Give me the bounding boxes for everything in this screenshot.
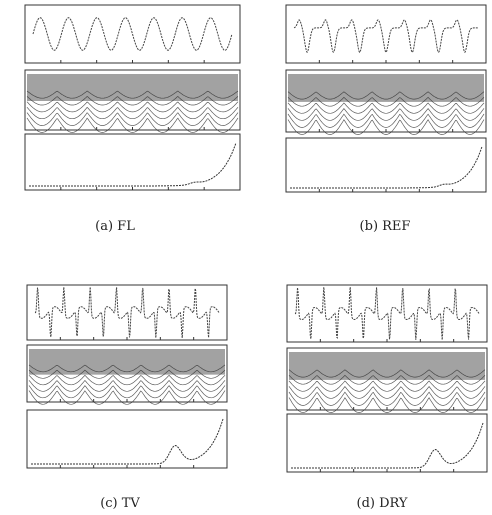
spectrum-contour bbox=[28, 390, 226, 405]
signal-trace bbox=[34, 286, 220, 339]
spectrum-contour bbox=[287, 102, 485, 114]
spectrum-band bbox=[288, 74, 484, 102]
spectrum-contour bbox=[26, 96, 239, 106]
spectrum-contour bbox=[28, 364, 226, 373]
spectrum-contour bbox=[288, 397, 486, 413]
spectrum-contour bbox=[288, 391, 486, 406]
spectrum-band bbox=[289, 352, 485, 380]
panel-frame bbox=[24, 4, 241, 64]
signal-trace bbox=[293, 19, 479, 54]
panel-frame bbox=[286, 413, 488, 473]
spectrum-contour bbox=[288, 374, 486, 385]
signal-trace bbox=[32, 17, 233, 51]
spectrum-contour bbox=[288, 386, 486, 399]
panel-frame bbox=[285, 137, 487, 193]
power-trace bbox=[291, 422, 484, 469]
spectrum-contour bbox=[26, 106, 239, 120]
power-trace bbox=[290, 146, 483, 189]
power-trace bbox=[29, 142, 237, 187]
spectrum-contour bbox=[26, 90, 239, 99]
caption: (a) FL bbox=[95, 219, 135, 234]
power-trace bbox=[31, 418, 224, 465]
panel-frame bbox=[285, 4, 487, 64]
spectrum-contour bbox=[287, 113, 485, 128]
spectrum-contour bbox=[288, 369, 486, 378]
spectrum-contour bbox=[28, 369, 226, 379]
spectrum-contour bbox=[287, 96, 485, 107]
spectrum-contour bbox=[288, 380, 486, 392]
spectrum-contour bbox=[28, 379, 226, 392]
panel-frame bbox=[24, 133, 241, 191]
spectrum-contour bbox=[26, 101, 239, 113]
spectrum-contour bbox=[287, 91, 485, 100]
panel-frame bbox=[26, 284, 228, 341]
spectrum-contour bbox=[28, 385, 226, 399]
spectrum-contour bbox=[28, 374, 226, 386]
panel-frame bbox=[286, 284, 488, 343]
caption: (b) REF bbox=[360, 219, 411, 234]
spectrum-contour bbox=[26, 117, 239, 133]
spectrum-contour bbox=[26, 112, 239, 126]
caption: (d) DRY bbox=[357, 496, 408, 511]
caption: (c) TV bbox=[100, 496, 140, 511]
spectrum-band bbox=[27, 74, 238, 101]
signal-trace bbox=[294, 287, 480, 340]
spectrum-band bbox=[29, 349, 225, 375]
spectrum-contour bbox=[287, 108, 485, 121]
spectrum-contour bbox=[287, 119, 485, 135]
panel-frame bbox=[26, 409, 228, 469]
